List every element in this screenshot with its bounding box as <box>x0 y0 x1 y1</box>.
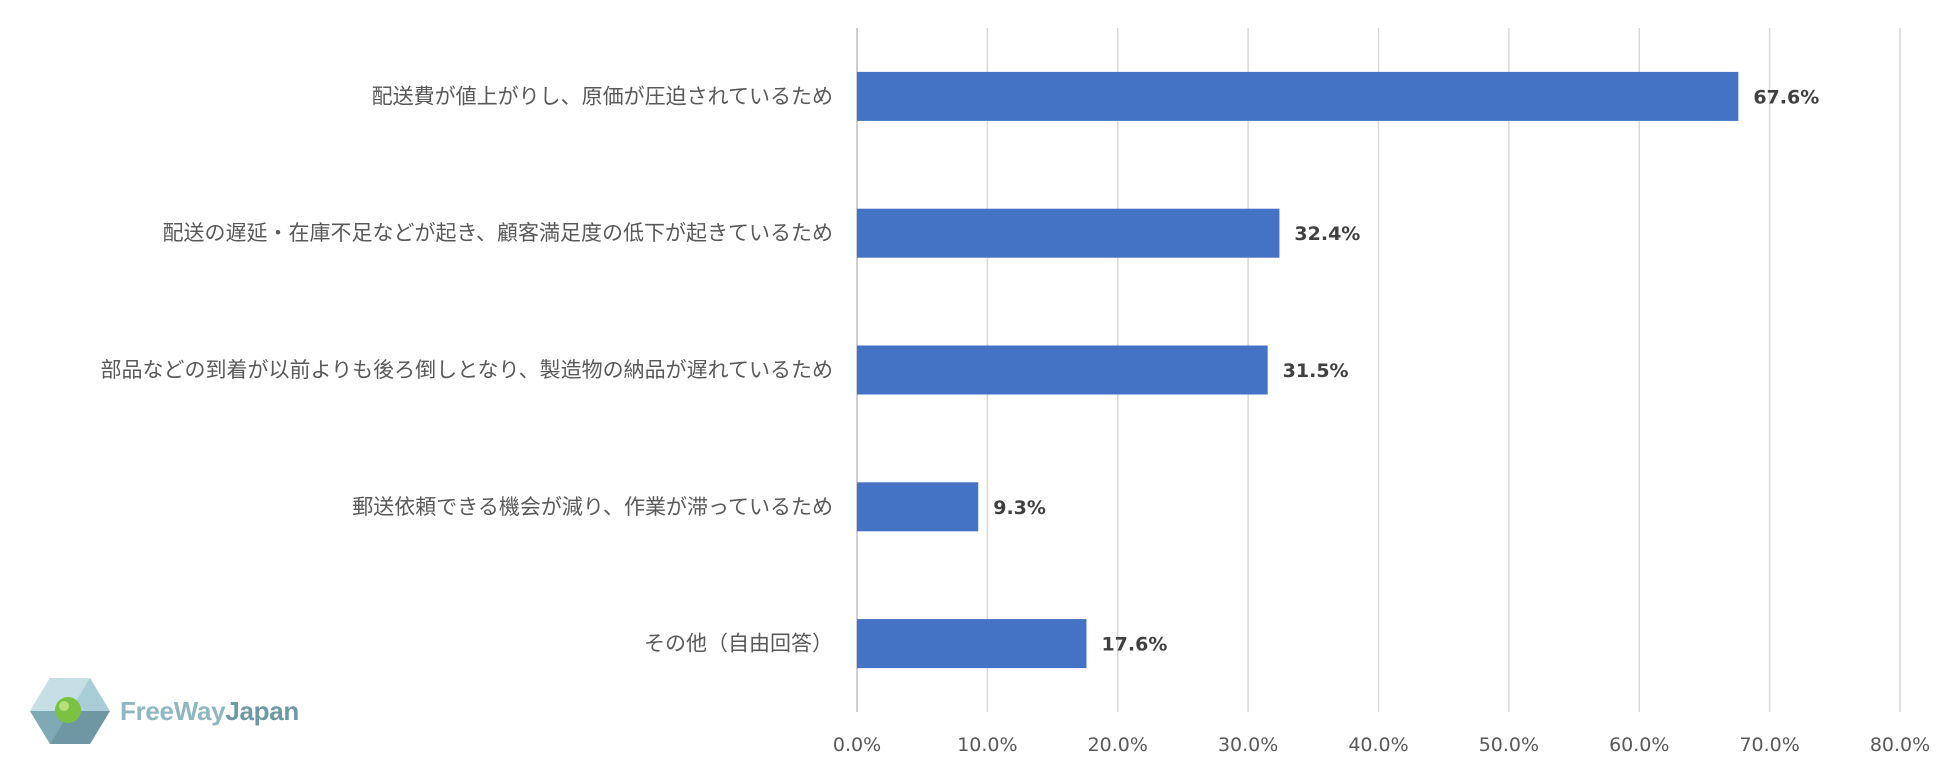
x-tick-label: 50.0% <box>1479 734 1539 756</box>
category-label: 部品などの到着が以前よりも後ろ倒しとなり、製造物の納品が遅れているため <box>101 358 833 382</box>
data-labels: 67.6% 32.4% 31.5% 9.3% 17.6% <box>993 86 1819 655</box>
data-label: 31.5% <box>1283 360 1349 382</box>
bar <box>857 345 1268 395</box>
x-tick-label: 20.0% <box>1088 734 1148 756</box>
data-label: 32.4% <box>1294 223 1360 245</box>
x-tick-label: 80.0% <box>1870 734 1930 756</box>
category-label: 郵送依頼できる機会が減り、作業が滞っているため <box>352 495 833 519</box>
freewayjapan-logo: FreeWayJapan <box>30 678 299 744</box>
logo-text-freeway: FreeWay <box>120 695 226 726</box>
category-labels: 配送費が値上がりし、原価が圧迫されているため配送の遅延・在庫不足などが起き、顧客… <box>101 84 833 655</box>
category-label: 配送の遅延・在庫不足などが起き、顧客満足度の低下が起きているため <box>162 221 833 245</box>
x-tick-label: 40.0% <box>1348 734 1408 756</box>
x-tick-label: 30.0% <box>1218 734 1278 756</box>
logo-wordmark: FreeWayJapan <box>120 696 299 727</box>
cube-logo-icon <box>30 678 110 744</box>
data-label: 9.3% <box>993 497 1046 519</box>
data-label: 17.6% <box>1101 634 1167 656</box>
x-tick-label: 0.0% <box>833 734 881 756</box>
data-label: 67.6% <box>1753 86 1819 108</box>
bar <box>857 208 1280 258</box>
category-label: その他（自由回答） <box>644 632 833 656</box>
bar <box>857 71 1739 121</box>
bars <box>857 71 1739 669</box>
bar <box>857 482 979 532</box>
x-tick-label: 60.0% <box>1609 734 1669 756</box>
category-label: 配送費が値上がりし、原価が圧迫されているため <box>372 84 833 108</box>
grid-lines <box>856 28 1901 712</box>
x-tick-label: 70.0% <box>1739 734 1799 756</box>
x-tick-label: 10.0% <box>957 734 1017 756</box>
bar <box>857 619 1087 669</box>
x-axis-tick-labels: 0.0% 10.0% 20.0% 30.0% 40.0% 50.0% 60.0% 70.0% 8… <box>833 734 1930 756</box>
logo-text-japan: Japan <box>225 695 299 726</box>
